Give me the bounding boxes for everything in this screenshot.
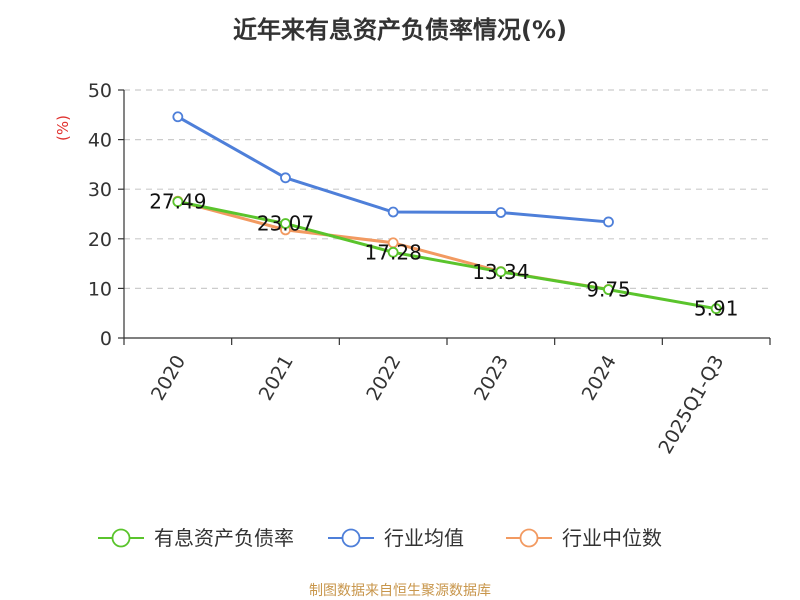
data-point bbox=[495, 266, 507, 278]
data-label: 13.34 bbox=[472, 260, 529, 284]
data-point bbox=[495, 207, 507, 218]
data-point bbox=[172, 196, 184, 208]
legend-swatch-marker bbox=[341, 528, 361, 548]
data-point bbox=[603, 284, 614, 296]
y-tick-label: 0 bbox=[100, 328, 112, 350]
y-tick-label: 50 bbox=[88, 80, 112, 102]
y-tick-label: 30 bbox=[88, 179, 112, 201]
data-label: 17.28 bbox=[365, 240, 422, 264]
data-point bbox=[603, 216, 614, 228]
y-tick-label: 40 bbox=[88, 130, 112, 152]
axes: 0 10 20 30 40 50 2020 2021 2022 2023 2024 2025Q1-Q3 bbox=[88, 80, 771, 458]
x-tick-label: 2022 bbox=[362, 352, 405, 405]
data-point bbox=[172, 111, 184, 123]
chart-title: 近年来有息资产负债率情况(%) bbox=[233, 16, 567, 44]
data-label: 27.49 bbox=[149, 190, 206, 214]
series-line-1 bbox=[176, 115, 610, 224]
data-labels: 27.49 23.07 17.28 13.34 9.75 5.91 bbox=[149, 190, 738, 321]
data-point bbox=[710, 303, 722, 315]
legend-item[interactable]: 行业均值 bbox=[328, 526, 464, 550]
x-tick-label: 2024 bbox=[578, 352, 621, 405]
legend-item[interactable]: 行业中位数 bbox=[506, 526, 662, 550]
legend-item[interactable]: 有息资产负债率 bbox=[98, 526, 294, 550]
data-point bbox=[280, 218, 291, 229]
data-label: 5.91 bbox=[694, 297, 739, 321]
y-axis-unit-label: (%) bbox=[54, 115, 72, 141]
x-tick-label: 2025Q1-Q3 bbox=[654, 352, 728, 458]
legend-label: 行业均值 bbox=[384, 526, 464, 550]
x-tick-label: 2021 bbox=[255, 352, 298, 405]
data-label: 23.07 bbox=[257, 212, 314, 236]
legend-label: 有息资产负债率 bbox=[154, 526, 294, 550]
grid-lines bbox=[124, 89, 770, 289]
data-point bbox=[280, 172, 291, 184]
source-note: 制图数据来自恒生聚源数据库 bbox=[309, 583, 491, 599]
x-tick-label: 2020 bbox=[147, 352, 190, 405]
y-tick-label: 10 bbox=[88, 278, 112, 300]
legend-swatch-marker bbox=[519, 528, 539, 548]
x-tick-label: 2023 bbox=[470, 352, 513, 405]
data-point bbox=[387, 246, 399, 258]
data-point bbox=[387, 206, 399, 218]
legend[interactable]: 有息资产负债率 行业均值 行业中位数 bbox=[98, 526, 662, 550]
legend-label: 行业中位数 bbox=[562, 526, 662, 550]
data-label: 9.75 bbox=[586, 278, 631, 302]
y-tick-label: 20 bbox=[88, 229, 112, 251]
series-line-0 bbox=[176, 200, 718, 311]
series-lines bbox=[172, 111, 722, 315]
legend-swatch-marker bbox=[111, 528, 131, 548]
